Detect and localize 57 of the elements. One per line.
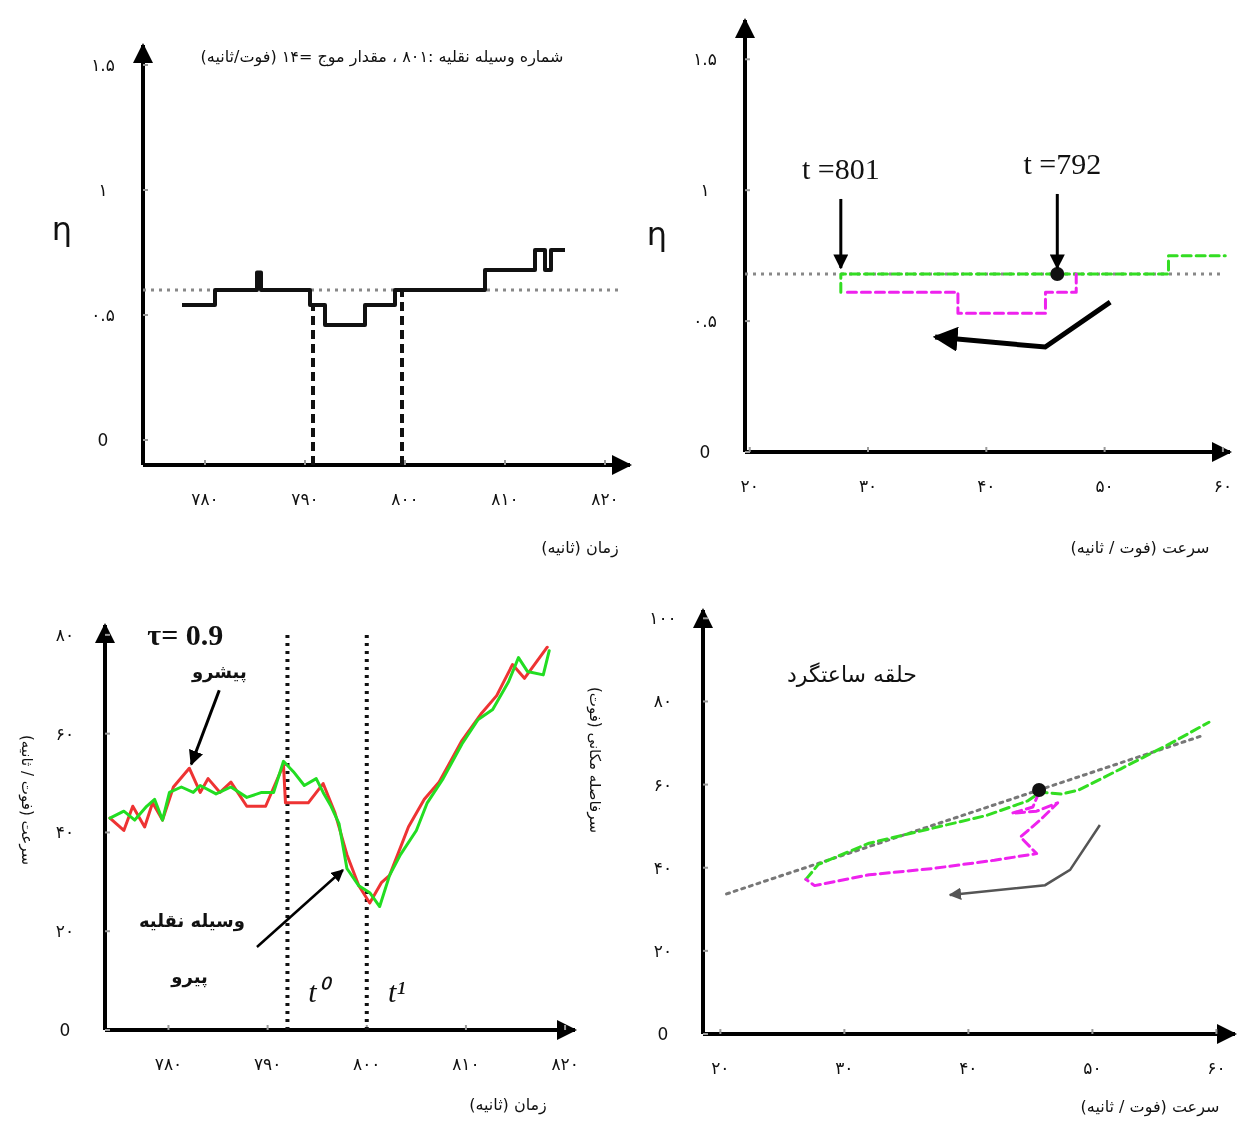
- x-axis-title: زمان (ثانیه): [541, 538, 619, 558]
- x-tick-label: ۷۸۰: [154, 1054, 183, 1074]
- x-axis-title: زمان (ثانیه): [469, 1095, 547, 1115]
- x-tick-label: ۷۹۰: [291, 489, 319, 509]
- y-axis-title: سرعت (فوت / ثانیه): [18, 734, 36, 866]
- x-tick-label: ۵۰: [1083, 1058, 1102, 1078]
- x-tick-label: ۵۰: [1095, 476, 1114, 496]
- y-tick-label: ۱: [700, 180, 710, 201]
- y-tick-label: ۴۰: [653, 857, 673, 878]
- x-tick-label: ۳۰: [858, 476, 878, 496]
- y-axis-title: سرفاصله مکانی (فوت): [586, 686, 604, 834]
- y-tick-label: ۲۰: [55, 921, 75, 942]
- y-tick-label: ۱: [98, 180, 108, 200]
- ref-line-label: t¹: [388, 975, 406, 1008]
- y-tick-label: 0: [657, 1024, 669, 1044]
- x-tick-label: ۸۰۰: [353, 1054, 381, 1074]
- x-tick-label: ۶۰: [1213, 476, 1233, 496]
- x-tick-label: ۶۰: [1207, 1058, 1226, 1078]
- annotation: t =801: [801, 151, 880, 185]
- y-tick-label: ۰.۵: [91, 305, 115, 325]
- y-tick-label: ۸۰: [653, 691, 673, 712]
- y-tick-label: ۶۰: [653, 774, 673, 795]
- annotation: τ= 0.9: [147, 618, 224, 652]
- x-tick-label: ۸۱۰: [491, 489, 519, 509]
- y-tick-label: ۴۰: [55, 822, 75, 843]
- x-tick-label: ۸۲۰: [551, 1054, 579, 1074]
- annotation: پیشرو: [190, 661, 247, 684]
- y-tick-label: ۱۰۰: [649, 608, 677, 629]
- y-tick-label: ۱.۵: [91, 55, 115, 75]
- chart-title: شماره وسیله نقلیه :۸۰۱ ، مقدار موج =۱۴ (فوت/ثانیه): [200, 47, 564, 67]
- x-axis-title: سرعت (فوت / ثانیه): [1070, 538, 1210, 558]
- x-tick-label: ۸۰۰: [391, 489, 419, 509]
- x-tick-label: ۳۰: [835, 1058, 854, 1078]
- y-tick-label: ۰.۵: [693, 311, 717, 332]
- y-tick-label: 0: [699, 442, 711, 462]
- annotation: وسیله نقلیه: [138, 910, 245, 933]
- y-axis-title: η: [51, 210, 73, 248]
- x-tick-label: ۲۰: [740, 476, 759, 496]
- y-tick-label: ۸۰: [55, 624, 75, 645]
- x-axis-title: سرعت (فوت / ثانیه): [1080, 1097, 1220, 1117]
- x-tick-label: ۷۸۰: [191, 489, 219, 509]
- annotation: پیرو: [170, 966, 208, 989]
- ref-line-label: t⁰: [308, 975, 333, 1008]
- x-tick-label: ۷۹۰: [253, 1054, 282, 1074]
- x-tick-label: ۸۱۰: [452, 1054, 480, 1074]
- y-tick-label: ۲۰: [653, 940, 673, 961]
- y-tick-label: 0: [97, 430, 109, 450]
- y-tick-label: ۶۰: [55, 723, 75, 744]
- x-tick-label: ۸۲۰: [591, 489, 619, 509]
- y-tick-label: 0: [59, 1020, 71, 1040]
- line-series: [804, 720, 1211, 881]
- x-tick-label: ۴۰: [977, 476, 996, 496]
- annotation: حلقه ساعتگرد: [787, 662, 917, 688]
- x-tick-label: ۴۰: [959, 1058, 978, 1078]
- annotation: t =792: [1023, 146, 1102, 180]
- y-axis-title: η: [646, 215, 668, 253]
- y-tick-label: ۱.۵: [693, 49, 717, 70]
